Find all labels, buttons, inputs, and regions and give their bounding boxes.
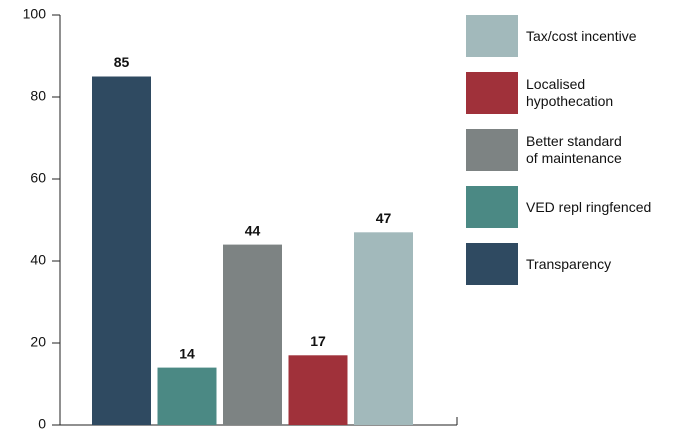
legend-swatch	[466, 72, 518, 114]
value-label: 44	[245, 222, 261, 238]
bar	[223, 244, 282, 425]
bar	[92, 76, 151, 425]
legend-item: VED repl ringfenced	[466, 186, 695, 228]
bar	[354, 232, 413, 425]
legend-swatch	[466, 15, 518, 57]
y-tick-label: 0	[38, 416, 46, 432]
y-tick-label: 20	[30, 334, 46, 350]
value-label: 47	[376, 210, 392, 226]
value-label: 14	[179, 345, 195, 361]
legend-label: Tax/cost incentive	[526, 27, 637, 44]
value-label: 85	[114, 54, 130, 70]
y-tick-label: 60	[30, 170, 46, 186]
legend-swatch	[466, 186, 518, 228]
legend-swatch	[466, 243, 518, 285]
legend-swatch	[466, 129, 518, 171]
legend-label: Localised hypothecation	[526, 76, 614, 109]
legend-item: Localised hypothecation	[466, 72, 695, 114]
legend-item: Better standard of maintenance	[466, 129, 695, 171]
bar	[157, 367, 217, 425]
legend-item: Tax/cost incentive	[466, 15, 695, 57]
legend-label: VED repl ringfenced	[526, 198, 652, 215]
y-tick-label: 80	[30, 88, 46, 104]
legend-label: Transparency	[526, 255, 612, 272]
value-label: 17	[310, 333, 326, 349]
legend-label: Better standard of maintenance	[526, 133, 622, 166]
y-tick-label: 40	[30, 252, 46, 268]
legend-item: Transparency	[466, 243, 695, 285]
y-tick-label: 100	[23, 6, 47, 22]
bar	[288, 355, 348, 425]
